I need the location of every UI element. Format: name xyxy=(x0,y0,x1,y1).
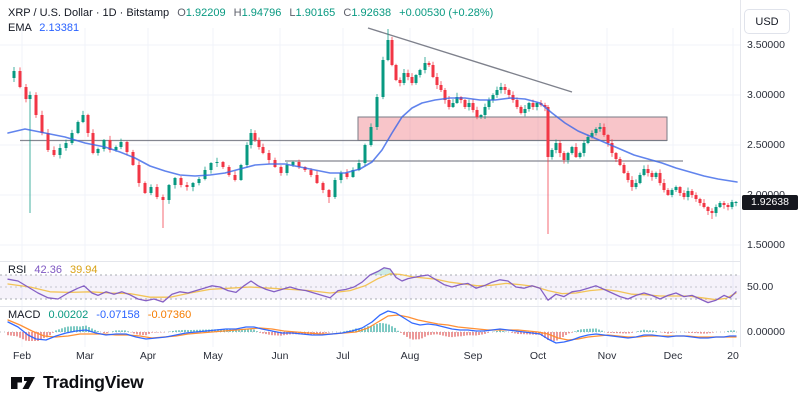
rsi-axis-label: 50.00 xyxy=(747,281,774,293)
tradingview-brand-text: TradingView xyxy=(43,372,144,392)
rsi-value: 42.36 xyxy=(34,264,62,276)
time-axis-label: Feb xyxy=(12,350,32,362)
price-axis-label: 3.50000 xyxy=(747,39,785,51)
time-axis-label: Aug xyxy=(400,350,420,362)
ohlc-low-value: 1.90165 xyxy=(295,7,336,19)
price-axis-border xyxy=(740,0,741,365)
macd-label: MACD xyxy=(8,309,41,321)
ohlc-high-label: H xyxy=(233,7,242,19)
pane-separator-rsi[interactable] xyxy=(0,261,800,262)
time-axis-label: Apr xyxy=(139,350,157,362)
ema-label: EMA xyxy=(8,22,32,34)
rsi-ma-value: 39.94 xyxy=(70,264,98,276)
ema-legend[interactable]: EMA 2.13381 xyxy=(8,22,79,34)
time-axis-label: May xyxy=(203,350,223,362)
symbol-title: XRP / U.S. Dollar · 1D · Bitstamp xyxy=(8,7,170,19)
change-value: +0.00530 (+0.28%) xyxy=(399,7,494,19)
tradingview-logo[interactable]: TradingView xyxy=(10,372,144,393)
macd-signal-value: -0.07360 xyxy=(147,309,192,321)
rsi-label: RSI xyxy=(8,264,27,276)
symbol-legend[interactable]: XRP / U.S. Dollar · 1D · Bitstamp O1.922… xyxy=(8,7,493,19)
ohlc-low-label: L xyxy=(289,7,296,19)
ohlc-open-label: O xyxy=(177,7,186,19)
time-axis-label: Sep xyxy=(463,350,483,362)
time-axis-label: Dec xyxy=(663,350,683,362)
ema-value: 2.13381 xyxy=(39,22,80,34)
macd-legend[interactable]: MACD 0.00202 -0.07158 -0.07360 xyxy=(8,309,191,321)
time-axis-label: Jul xyxy=(336,350,350,362)
time-axis-label: Mar xyxy=(75,350,95,362)
ohlc-open-value: 1.92209 xyxy=(185,7,226,19)
price-axis-label: 3.00000 xyxy=(747,89,785,101)
pane-separator-macd[interactable] xyxy=(0,306,800,307)
time-axis-label: 20 xyxy=(727,350,739,362)
ohlc-close-value: 1.92638 xyxy=(351,7,392,19)
price-axis-label: 2.50000 xyxy=(747,139,785,151)
time-axis-label: Jun xyxy=(271,350,289,362)
time-axis-label: Oct xyxy=(529,350,547,362)
currency-button[interactable]: USD xyxy=(744,9,790,34)
tradingview-logo-icon xyxy=(10,373,36,393)
price-axis-label: 1.50000 xyxy=(747,239,785,251)
macd-axis-label: 0.00000 xyxy=(747,326,785,338)
rsi-legend[interactable]: RSI 42.36 39.94 xyxy=(8,264,98,276)
ohlc-close-label: C xyxy=(343,7,352,19)
footer: TradingView xyxy=(0,365,800,400)
macd-line-value: -0.07158 xyxy=(96,309,140,321)
last-price-badge: 1.92638 xyxy=(742,195,798,211)
time-axis-label: Nov xyxy=(597,350,617,362)
macd-hist-value: 0.00202 xyxy=(48,309,89,321)
chart-canvas[interactable] xyxy=(0,0,740,365)
time-axis[interactable]: Feb Mar Apr May Jun Jul Aug Sep Oct Nov Dec 20 xyxy=(0,347,800,365)
ohlc-high-value: 1.94796 xyxy=(241,7,282,19)
